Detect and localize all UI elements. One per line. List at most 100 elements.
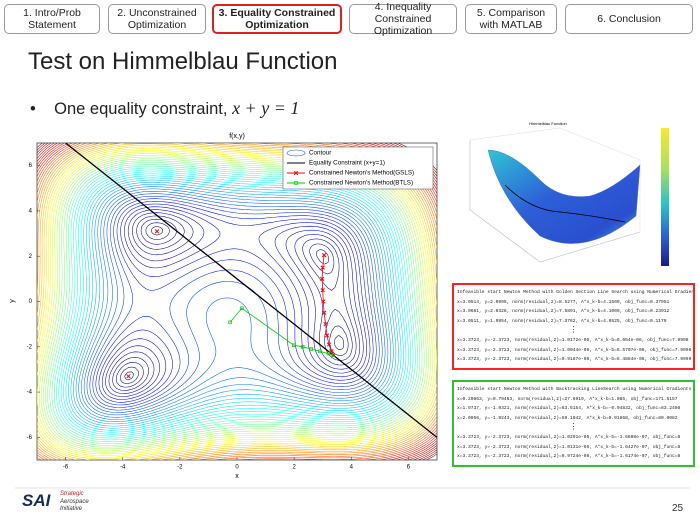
contour-line [98, 203, 371, 403]
x-tick-label: 0 [235, 465, 239, 471]
y-tick-label: 4 [29, 209, 33, 215]
contour-line [81, 188, 389, 418]
logo: SAI Strategic Aerospace Initiative [22, 491, 89, 512]
log-line: x=2.0056, y=-1.9243, norm(residual,2)=59… [457, 415, 678, 421]
surface-constraint [504, 184, 626, 223]
data-point [326, 342, 332, 347]
x-tick-label: -2 [177, 465, 183, 471]
data-point [324, 333, 330, 338]
legend-label: Contour [309, 150, 331, 157]
x-tick-label: -4 [120, 465, 126, 471]
data-point [154, 229, 160, 234]
nav-tab: 2. Unconstrained Optimization [108, 4, 206, 34]
log-box: Infeasible start Newton Method with Back… [452, 380, 695, 467]
data-point [228, 320, 232, 325]
logo-line: Initiative [60, 506, 83, 512]
contour-line [78, 186, 391, 420]
bullet: • One equality constraint, x + y = 1 [30, 98, 300, 118]
data-point [321, 310, 327, 315]
contour-line [37, 143, 437, 460]
log-line: x=3.3723, y=-2.3723, norm(residual,2)=1.… [457, 347, 692, 353]
logo-line: Aerospace [60, 498, 89, 505]
log-line: x=3.0681, y=2.0328, norm(residual,2)=7.5… [457, 309, 670, 315]
contour-line [89, 195, 380, 411]
data-point [319, 276, 325, 282]
y-tick-label: -6 [27, 435, 33, 441]
data-point [331, 353, 336, 357]
y-tick-label: 6 [29, 163, 33, 169]
log-line: x=3.3723, y=-2.3723, norm(residual,2)=1.… [457, 444, 681, 450]
y-axis-label: y [9, 299, 16, 303]
log-line: Infeasible start Newton Method with Back… [457, 387, 692, 392]
log-line: x=3.3723, y=-2.3723, norm(residual,2)=1.… [457, 434, 681, 440]
contour-line [58, 169, 411, 437]
legend-label: Equality Constraint (x+y=1) [309, 160, 385, 167]
contour-line [95, 201, 374, 406]
data-point [321, 252, 327, 258]
bullet-text: One equality constraint, [54, 100, 233, 118]
legend-label: Constrained Newton's Method(GSLS) [309, 170, 414, 177]
log-line: x=3.3723, y=-2.3723, norm(residual,2)=9.… [457, 357, 692, 363]
x-tick-label: 2 [292, 465, 296, 471]
data-point [320, 288, 325, 293]
logo-line: Strategic [60, 491, 84, 497]
x-tick-label: 4 [350, 465, 354, 471]
contour-line [73, 181, 397, 425]
data-point [326, 351, 331, 356]
chart-title: f(x,y) [229, 133, 245, 140]
contour-line [70, 179, 399, 427]
data-point [126, 374, 131, 379]
log-line: x=0.20863, y=0.79463, norm(residual,2)=2… [457, 396, 678, 402]
log-line: x=3.0514, y=2.0995, norm(residual,2)=8.5… [457, 299, 670, 305]
surface [487, 149, 641, 244]
log-line: x=3.3723, y=-2.3723, norm(residual,2)=1.… [457, 337, 689, 343]
contour-line [68, 177, 402, 429]
data-point [321, 299, 326, 304]
contours [37, 143, 437, 460]
logo-text: Strategic Aerospace Initiative [60, 491, 89, 514]
page-number: 25 [672, 503, 684, 514]
log-line: x=3.0511, y=1.9954, norm(residual,2)=7.3… [457, 318, 667, 324]
contour-line [53, 165, 416, 441]
legend-box [282, 146, 434, 190]
x-tick-label: 6 [407, 465, 411, 471]
contour-line [63, 173, 407, 433]
contour-line [83, 191, 386, 416]
log-line: x=3.3723, y=-2.3723, norm(residual,2)=9.… [457, 454, 681, 460]
bullet-math: x + y = 1 [232, 98, 300, 118]
data-point [240, 306, 244, 311]
log-line: ⋮ [569, 326, 578, 336]
nav-tab: 3. Equality Constrained Optimization [212, 4, 342, 34]
surface-axes [469, 127, 641, 232]
data-point [293, 170, 299, 176]
contour-line [92, 198, 377, 408]
contour-line [120, 222, 349, 384]
y-tick-label: -4 [27, 390, 33, 396]
contour-line [47, 160, 423, 446]
log-box: Infeasible start Newton Method with Gold… [452, 283, 695, 370]
x-tick-label: -6 [63, 465, 69, 471]
surface-title: Himmelblau Function [529, 121, 567, 126]
logo-name: SAI [22, 491, 51, 510]
data-point [323, 321, 328, 327]
log-line: Infeasible start Newton Method with Gold… [457, 290, 695, 295]
data-point [318, 349, 322, 354]
contour-line [101, 206, 367, 400]
contour-line [105, 209, 364, 397]
data-point [320, 265, 325, 270]
nav-tab: 6. Conclusion [565, 4, 693, 34]
contour-line [116, 218, 353, 388]
contour-line [124, 226, 345, 381]
nav-tab: 4. Inequality Constrained Optimization [349, 1, 457, 37]
contour-line [38, 153, 431, 453]
legend-swatch [286, 149, 306, 157]
y-tick-label: -2 [27, 344, 33, 350]
nav-tab: 1. Intro/Prob Statement [4, 4, 100, 34]
data-point [294, 181, 298, 185]
surface-plot: Himmelblau Function [469, 121, 669, 266]
log-line: ⋮ [569, 423, 578, 433]
colorbar [661, 128, 669, 266]
x-axis-label: x [235, 473, 239, 480]
